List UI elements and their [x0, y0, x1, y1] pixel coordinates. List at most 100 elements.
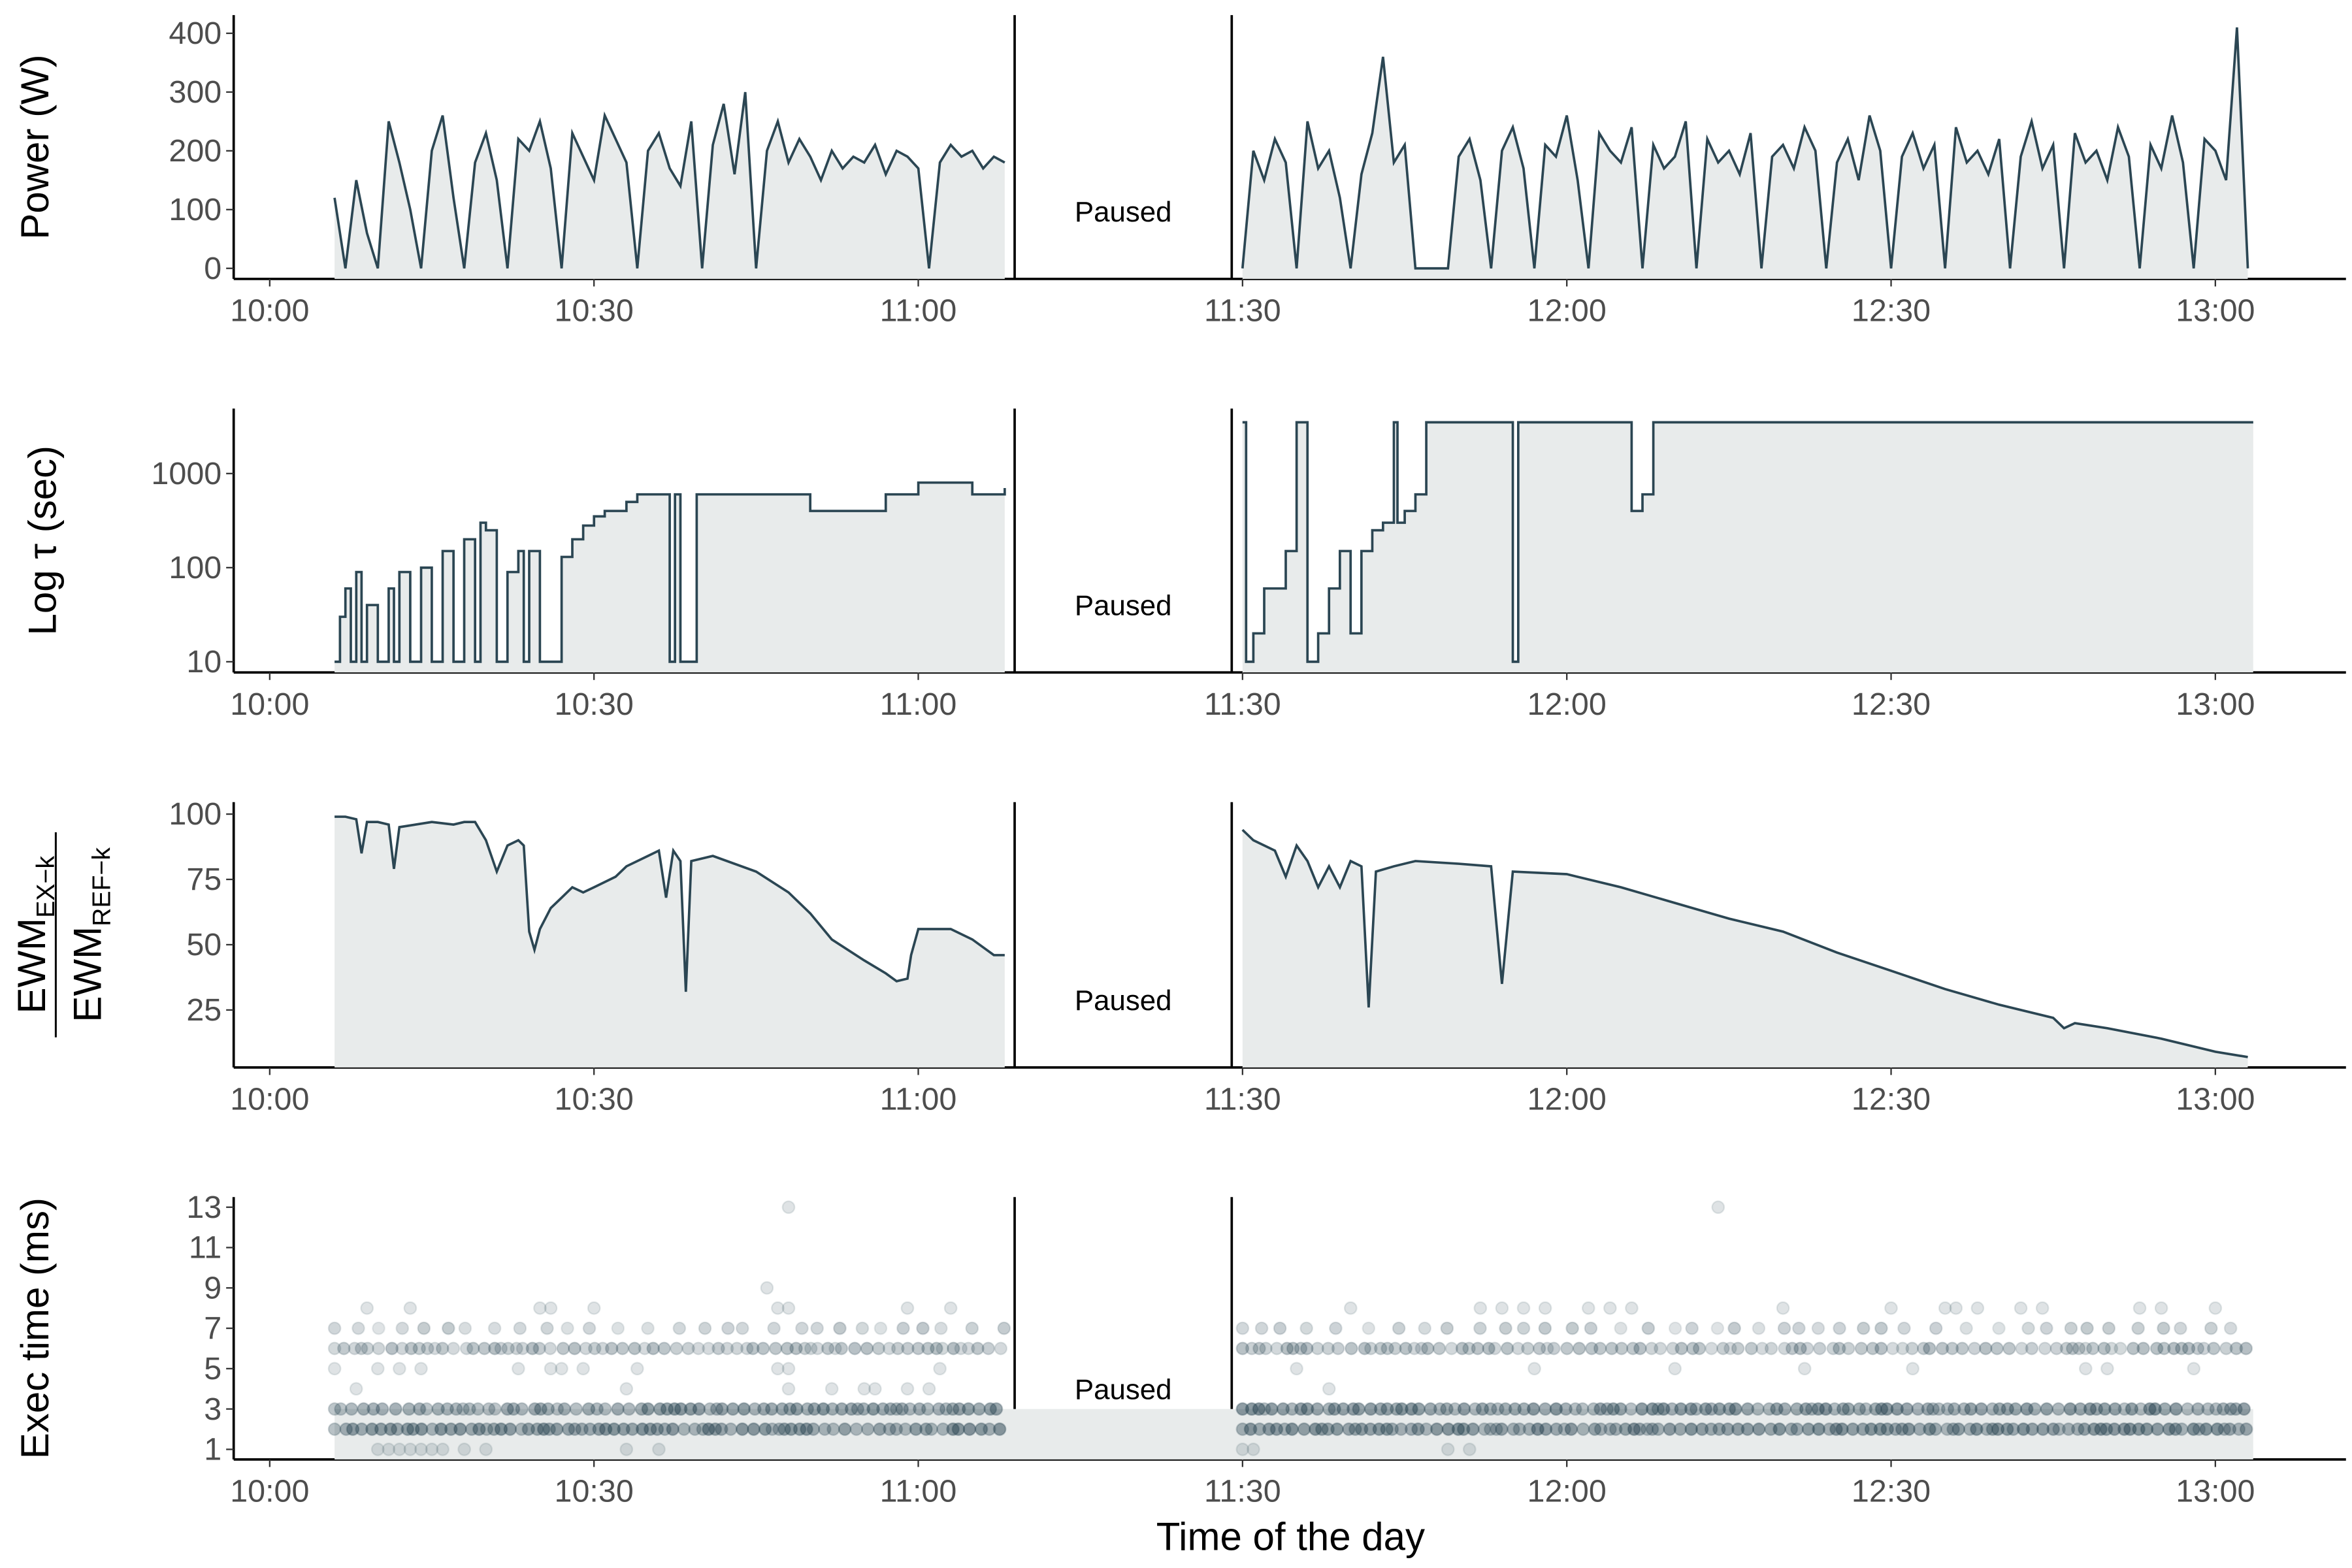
data-point	[2016, 1422, 2031, 1436]
data-point	[992, 1422, 1007, 1436]
data-point	[916, 1321, 930, 1335]
y-tick-label: 100	[169, 550, 221, 585]
data-point	[875, 1402, 890, 1416]
data-point	[1364, 1341, 1378, 1356]
data-point	[641, 1321, 655, 1335]
data-point	[1475, 1402, 1490, 1416]
data-point	[849, 1422, 864, 1436]
paused-label: Paused	[1075, 590, 1172, 622]
data-point	[1584, 1341, 1599, 1356]
data-point	[1651, 1422, 1665, 1436]
data-point	[1346, 1402, 1360, 1416]
data-point	[346, 1422, 360, 1436]
data-point	[1466, 1422, 1480, 1436]
data-point	[494, 1341, 508, 1356]
data-point	[1330, 1422, 1344, 1436]
data-point	[961, 1341, 975, 1356]
data-point	[395, 1341, 409, 1356]
data-point	[1348, 1422, 1362, 1436]
data-point	[1457, 1402, 1471, 1416]
data-point	[365, 1422, 379, 1436]
data-point	[1516, 1321, 1531, 1335]
data-point	[1712, 1422, 1726, 1436]
data-point	[327, 1321, 342, 1335]
data-point	[1932, 1402, 1946, 1416]
data-point	[1572, 1341, 1586, 1356]
data-point	[2197, 1341, 2211, 1356]
x-tick-label: 10:30	[555, 293, 634, 329]
data-point	[2187, 1422, 2200, 1436]
data-point	[1663, 1422, 1677, 1436]
data-point	[619, 1382, 634, 1396]
data-point	[708, 1422, 723, 1436]
data-point	[783, 1402, 797, 1416]
data-point	[2237, 1402, 2251, 1416]
data-point	[901, 1341, 915, 1356]
data-point	[1538, 1321, 1552, 1335]
data-point	[2149, 1341, 2164, 1356]
data-point	[1235, 1321, 1250, 1335]
data-point	[855, 1321, 870, 1335]
data-point	[2038, 1341, 2052, 1356]
data-point	[1772, 1422, 1787, 1436]
data-point	[2174, 1321, 2187, 1335]
data-point	[2136, 1341, 2150, 1356]
data-point	[1586, 1402, 1601, 1416]
data-point	[1856, 1321, 1870, 1335]
data-point	[1235, 1443, 1250, 1456]
y-tick-label: 3	[204, 1392, 221, 1427]
data-point	[449, 1402, 463, 1416]
data-point	[1273, 1321, 1287, 1335]
data-point	[414, 1362, 428, 1376]
data-point	[2064, 1321, 2078, 1335]
data-point	[1269, 1422, 1284, 1436]
data-point	[780, 1341, 794, 1356]
data-point	[1254, 1321, 1269, 1335]
data-point	[1836, 1402, 1850, 1416]
data-point	[1373, 1341, 1388, 1356]
data-point	[403, 1301, 417, 1315]
data-point	[1385, 1422, 1399, 1436]
x-tick-label: 12:30	[1852, 1081, 1931, 1117]
data-point	[1511, 1341, 1525, 1356]
data-point	[466, 1341, 480, 1356]
data-point	[2102, 1321, 2116, 1335]
x-tick-label: 10:30	[555, 687, 634, 722]
data-point	[1512, 1422, 1527, 1436]
data-point	[1673, 1422, 1688, 1436]
data-point	[472, 1422, 486, 1436]
data-point	[2210, 1422, 2225, 1436]
data-point	[2015, 1341, 2029, 1356]
data-point	[525, 1341, 540, 1356]
data-point	[1473, 1301, 1488, 1315]
data-point	[1689, 1402, 1703, 1416]
data-point	[781, 1200, 796, 1215]
data-point	[945, 1402, 960, 1416]
data-point	[1508, 1402, 1522, 1416]
x-tick-label: 12:00	[1527, 687, 1607, 722]
data-point	[1778, 1402, 1792, 1416]
data-point	[1484, 1402, 1497, 1416]
data-point	[1364, 1422, 1377, 1436]
data-point	[2157, 1321, 2170, 1335]
data-point	[1455, 1341, 1469, 1356]
data-point	[974, 1422, 988, 1436]
area-fill	[1242, 422, 2253, 673]
data-point	[2162, 1422, 2176, 1436]
data-point	[2126, 1341, 2140, 1356]
data-point	[789, 1341, 803, 1356]
data-point	[800, 1402, 815, 1416]
data-point	[1762, 1402, 1776, 1416]
y-tick-label: 25	[186, 992, 221, 1028]
data-point	[857, 1382, 872, 1396]
data-point	[604, 1341, 619, 1356]
data-point	[1886, 1341, 1900, 1356]
data-point	[1329, 1321, 1343, 1335]
paused-label: Paused	[1075, 196, 1172, 228]
data-point	[1905, 1341, 1919, 1356]
data-point	[1354, 1422, 1369, 1436]
data-point	[900, 1301, 915, 1315]
data-point	[2232, 1422, 2246, 1436]
data-point	[2223, 1321, 2238, 1335]
